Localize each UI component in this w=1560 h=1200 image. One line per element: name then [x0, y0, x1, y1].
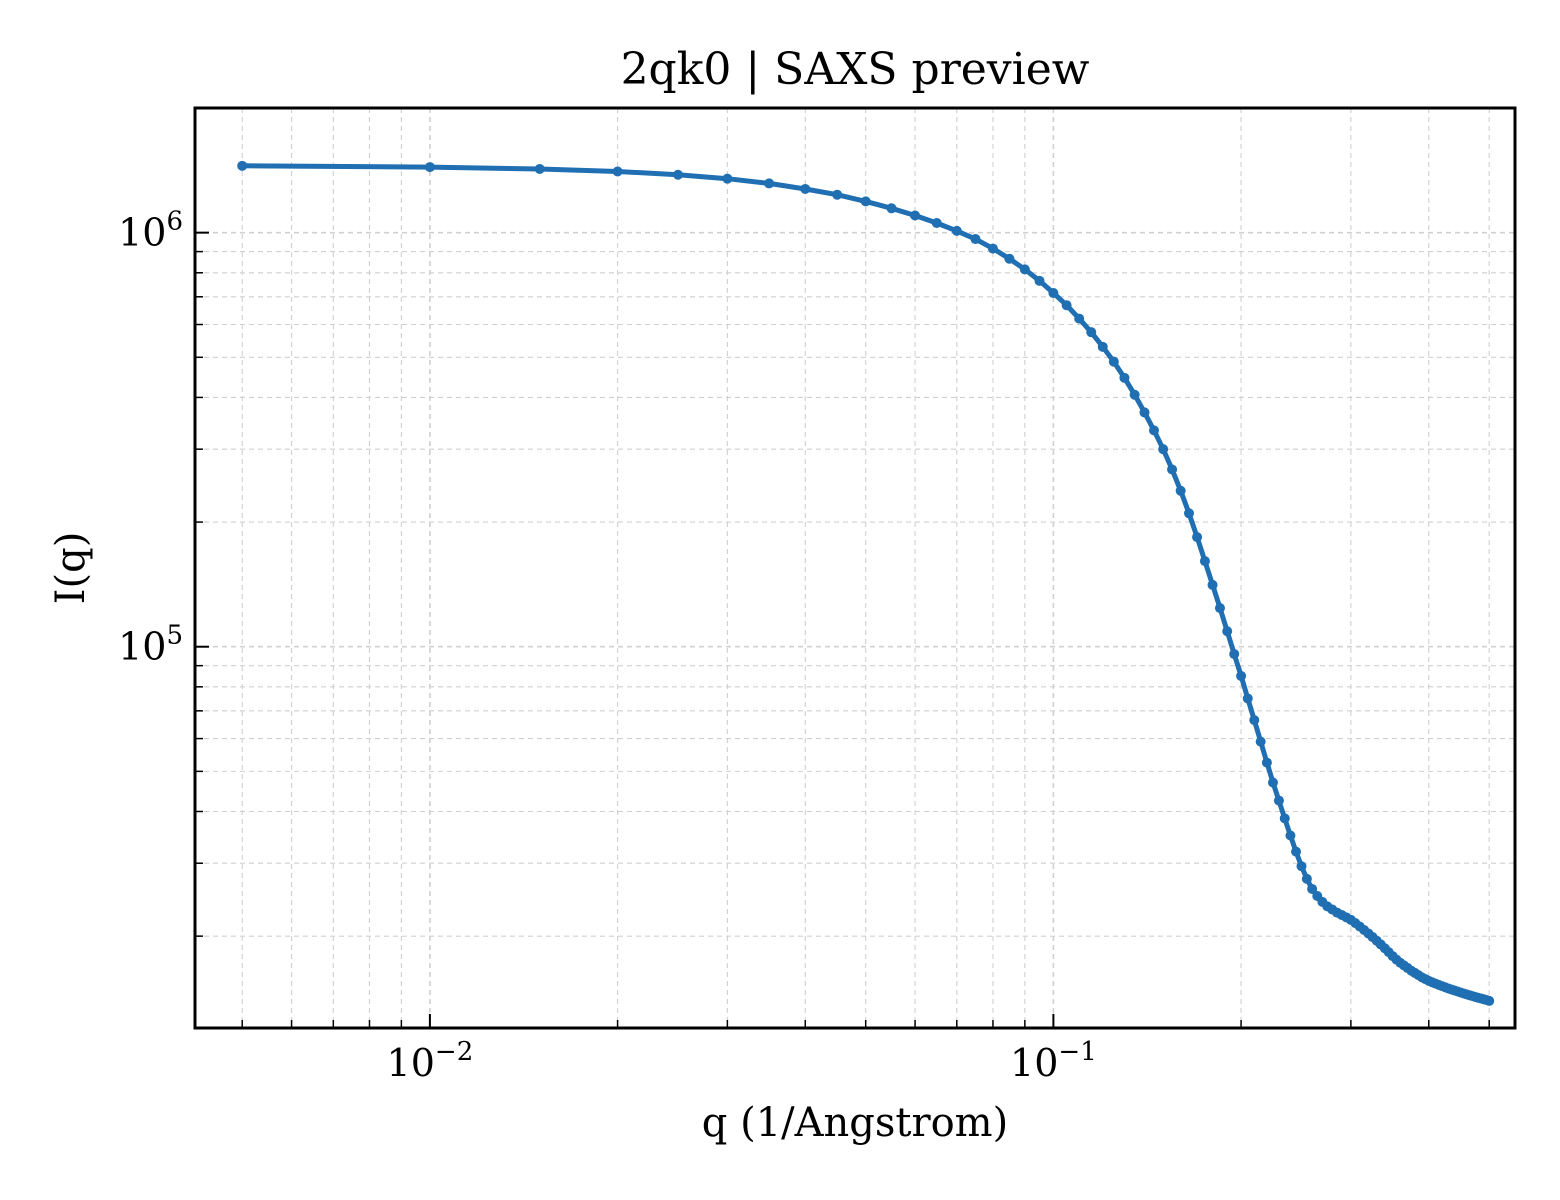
data-point [1004, 253, 1015, 264]
data-point [1167, 464, 1178, 475]
x-tick-label: 10−2 [387, 1037, 474, 1085]
data-point [970, 234, 981, 245]
data-point [534, 163, 545, 174]
data-point [931, 218, 942, 229]
data-point [1267, 777, 1278, 788]
data-point [1242, 693, 1253, 704]
x-axis-label: q (1/Angstrom) [702, 1100, 1008, 1146]
x-tick-label-base: 10 [1010, 1041, 1058, 1085]
data-point [1129, 389, 1140, 400]
data-point [1086, 327, 1097, 338]
data-point [1273, 795, 1284, 806]
data-point [1296, 861, 1307, 872]
data-point [1229, 649, 1240, 660]
y-tick-label-base: 10 [118, 211, 166, 255]
data-point [1034, 275, 1045, 286]
data-point [424, 162, 435, 173]
y-axis-label: I(q) [48, 532, 94, 605]
data-point [1048, 287, 1059, 298]
data-point [1175, 485, 1186, 496]
y-tick-label-base: 10 [118, 625, 166, 669]
data-point [1291, 846, 1302, 857]
data-point [1061, 300, 1072, 311]
data-point [1149, 425, 1160, 436]
data-point [612, 166, 623, 177]
y-tick-label-exponent: 6 [166, 207, 183, 237]
data-point [1199, 556, 1210, 567]
data-point [1214, 603, 1225, 614]
x-tick-label-exponent: −2 [435, 1037, 473, 1067]
data-point [673, 169, 684, 180]
data-point [1019, 264, 1030, 275]
x-tick-label: 10−1 [1010, 1037, 1097, 1085]
data-point [722, 173, 733, 184]
y-tick-label-exponent: 5 [166, 621, 183, 651]
data-point [1301, 873, 1312, 884]
data-point [1222, 626, 1233, 637]
data-point [800, 183, 811, 194]
y-tick-label: 106 [118, 207, 183, 255]
chart-title: 2qk0 | SAXS preview [621, 44, 1090, 95]
data-point [1261, 757, 1272, 768]
data-point [1097, 341, 1108, 352]
data-point [951, 225, 962, 236]
data-point [1207, 579, 1218, 590]
data-point [832, 189, 843, 200]
x-tick-label-exponent: −1 [1058, 1037, 1096, 1067]
tick-marks [195, 107, 1490, 1028]
data-point [1119, 372, 1130, 383]
data-point [1192, 532, 1203, 543]
data-point [764, 178, 775, 189]
data-point [1307, 883, 1318, 894]
y-tick-label: 105 [118, 621, 183, 669]
series-layer [237, 160, 1495, 1006]
plot-frame [193, 106, 1517, 1030]
data-point [987, 243, 998, 254]
data-point [1139, 407, 1150, 418]
data-point [860, 196, 871, 207]
data-point [1158, 444, 1169, 455]
data-point [1484, 995, 1495, 1006]
data-point [910, 210, 921, 221]
data-point [1249, 715, 1260, 726]
x-tick-label-base: 10 [387, 1041, 435, 1085]
data-point [886, 203, 897, 214]
data-point [237, 160, 248, 171]
data-point [1236, 670, 1247, 681]
data-point [1183, 508, 1194, 519]
data-point [1279, 813, 1290, 824]
data-point [1285, 830, 1296, 841]
data-point [1074, 313, 1085, 324]
data-point [1255, 736, 1266, 747]
data-point [1108, 356, 1119, 367]
